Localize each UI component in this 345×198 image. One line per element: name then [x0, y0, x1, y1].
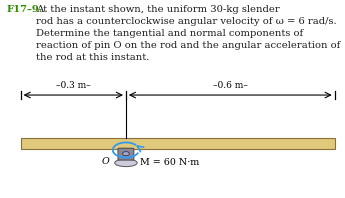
FancyBboxPatch shape	[118, 148, 134, 160]
Ellipse shape	[115, 159, 137, 167]
Text: –0.3 m–: –0.3 m–	[56, 81, 91, 90]
Circle shape	[122, 152, 129, 156]
Text: At the instant shown, the uniform 30-kg slender
rod has a counterclockwise angul: At the instant shown, the uniform 30-kg …	[36, 5, 341, 62]
Text: O: O	[102, 157, 110, 166]
Text: –0.6 m–: –0.6 m–	[213, 81, 248, 90]
Bar	[21, 138, 335, 149]
Text: F17–9.: F17–9.	[6, 5, 42, 14]
Text: M = 60 N·m: M = 60 N·m	[140, 158, 199, 167]
